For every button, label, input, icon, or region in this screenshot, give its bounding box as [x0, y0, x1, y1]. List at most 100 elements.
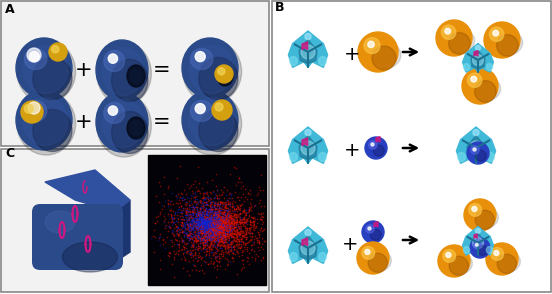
Point — [200, 220, 209, 225]
Point — [211, 220, 220, 225]
Point — [235, 232, 244, 237]
Point — [189, 203, 198, 208]
Point — [200, 240, 209, 244]
Point — [212, 224, 221, 228]
Point — [219, 220, 228, 225]
Point — [199, 237, 208, 242]
Point — [223, 231, 232, 235]
Point — [204, 219, 213, 223]
Point — [253, 239, 262, 244]
Point — [184, 207, 193, 211]
Point — [201, 235, 210, 239]
Point — [197, 223, 206, 227]
Point — [227, 231, 236, 235]
Point — [199, 190, 208, 195]
Point — [207, 226, 216, 231]
Point — [210, 230, 219, 234]
Point — [231, 216, 240, 221]
Point — [218, 219, 227, 223]
Point — [234, 250, 243, 255]
Point — [227, 201, 236, 206]
Point — [216, 221, 225, 225]
Point — [227, 255, 236, 260]
Point — [214, 225, 222, 230]
Point — [245, 230, 254, 235]
Point — [214, 211, 222, 215]
Ellipse shape — [449, 256, 469, 275]
Point — [204, 235, 213, 239]
Point — [208, 244, 217, 249]
Point — [200, 212, 209, 216]
Point — [177, 203, 185, 208]
Point — [219, 233, 228, 238]
Point — [217, 243, 226, 248]
Point — [201, 206, 210, 211]
Polygon shape — [302, 42, 307, 50]
Point — [222, 220, 231, 225]
Point — [211, 275, 220, 280]
Point — [185, 222, 194, 226]
Point — [221, 237, 230, 242]
Point — [201, 200, 210, 204]
Point — [209, 227, 218, 231]
Point — [205, 222, 214, 226]
Point — [232, 230, 241, 235]
Point — [241, 213, 250, 218]
Point — [208, 250, 217, 254]
Point — [199, 229, 208, 234]
Point — [245, 231, 254, 236]
Point — [222, 239, 231, 244]
Point — [214, 236, 223, 241]
Point — [261, 239, 269, 243]
Point — [198, 211, 207, 216]
Point — [206, 224, 215, 228]
Point — [203, 223, 212, 227]
Point — [205, 232, 214, 237]
Point — [222, 229, 231, 234]
Point — [200, 208, 209, 213]
Point — [190, 206, 199, 211]
Point — [219, 214, 227, 218]
Point — [238, 183, 247, 188]
Point — [200, 214, 209, 218]
Point — [205, 233, 214, 238]
Point — [240, 199, 248, 203]
Point — [210, 214, 219, 219]
Point — [170, 219, 179, 224]
Point — [185, 252, 194, 256]
Point — [237, 244, 246, 248]
Ellipse shape — [103, 48, 144, 96]
Point — [227, 247, 236, 252]
Point — [198, 198, 207, 202]
Point — [220, 247, 229, 251]
Point — [227, 235, 236, 239]
Point — [209, 224, 218, 228]
Point — [200, 224, 209, 228]
Ellipse shape — [359, 40, 401, 70]
Point — [229, 203, 237, 208]
Point — [213, 225, 221, 229]
Point — [211, 223, 220, 228]
Point — [195, 220, 204, 225]
Point — [222, 225, 231, 229]
Point — [219, 223, 228, 227]
Point — [215, 225, 224, 230]
Point — [213, 225, 221, 230]
Point — [215, 258, 224, 263]
Point — [217, 215, 226, 220]
Point — [197, 227, 206, 231]
Point — [189, 228, 198, 232]
Point — [237, 237, 246, 241]
Point — [207, 217, 216, 221]
Point — [210, 225, 219, 230]
Point — [211, 226, 220, 231]
Point — [215, 223, 224, 227]
Point — [190, 236, 199, 241]
Point — [200, 225, 209, 230]
Point — [219, 233, 227, 238]
Point — [226, 211, 235, 216]
Point — [213, 244, 222, 249]
Point — [211, 225, 220, 230]
Point — [205, 227, 214, 232]
Point — [220, 216, 229, 221]
